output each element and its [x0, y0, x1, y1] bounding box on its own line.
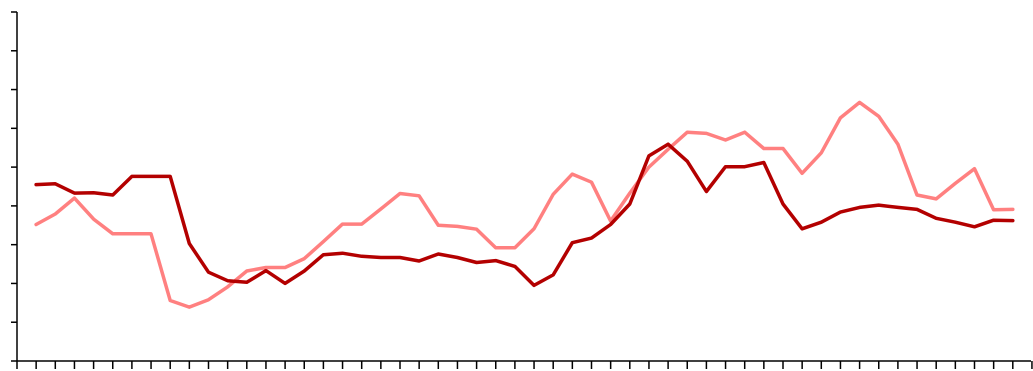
chart-axes: [11, 11, 1033, 369]
series-line-1: [34, 142, 1015, 288]
chart-series: [34, 100, 1015, 309]
series-line-2: [34, 100, 1015, 309]
